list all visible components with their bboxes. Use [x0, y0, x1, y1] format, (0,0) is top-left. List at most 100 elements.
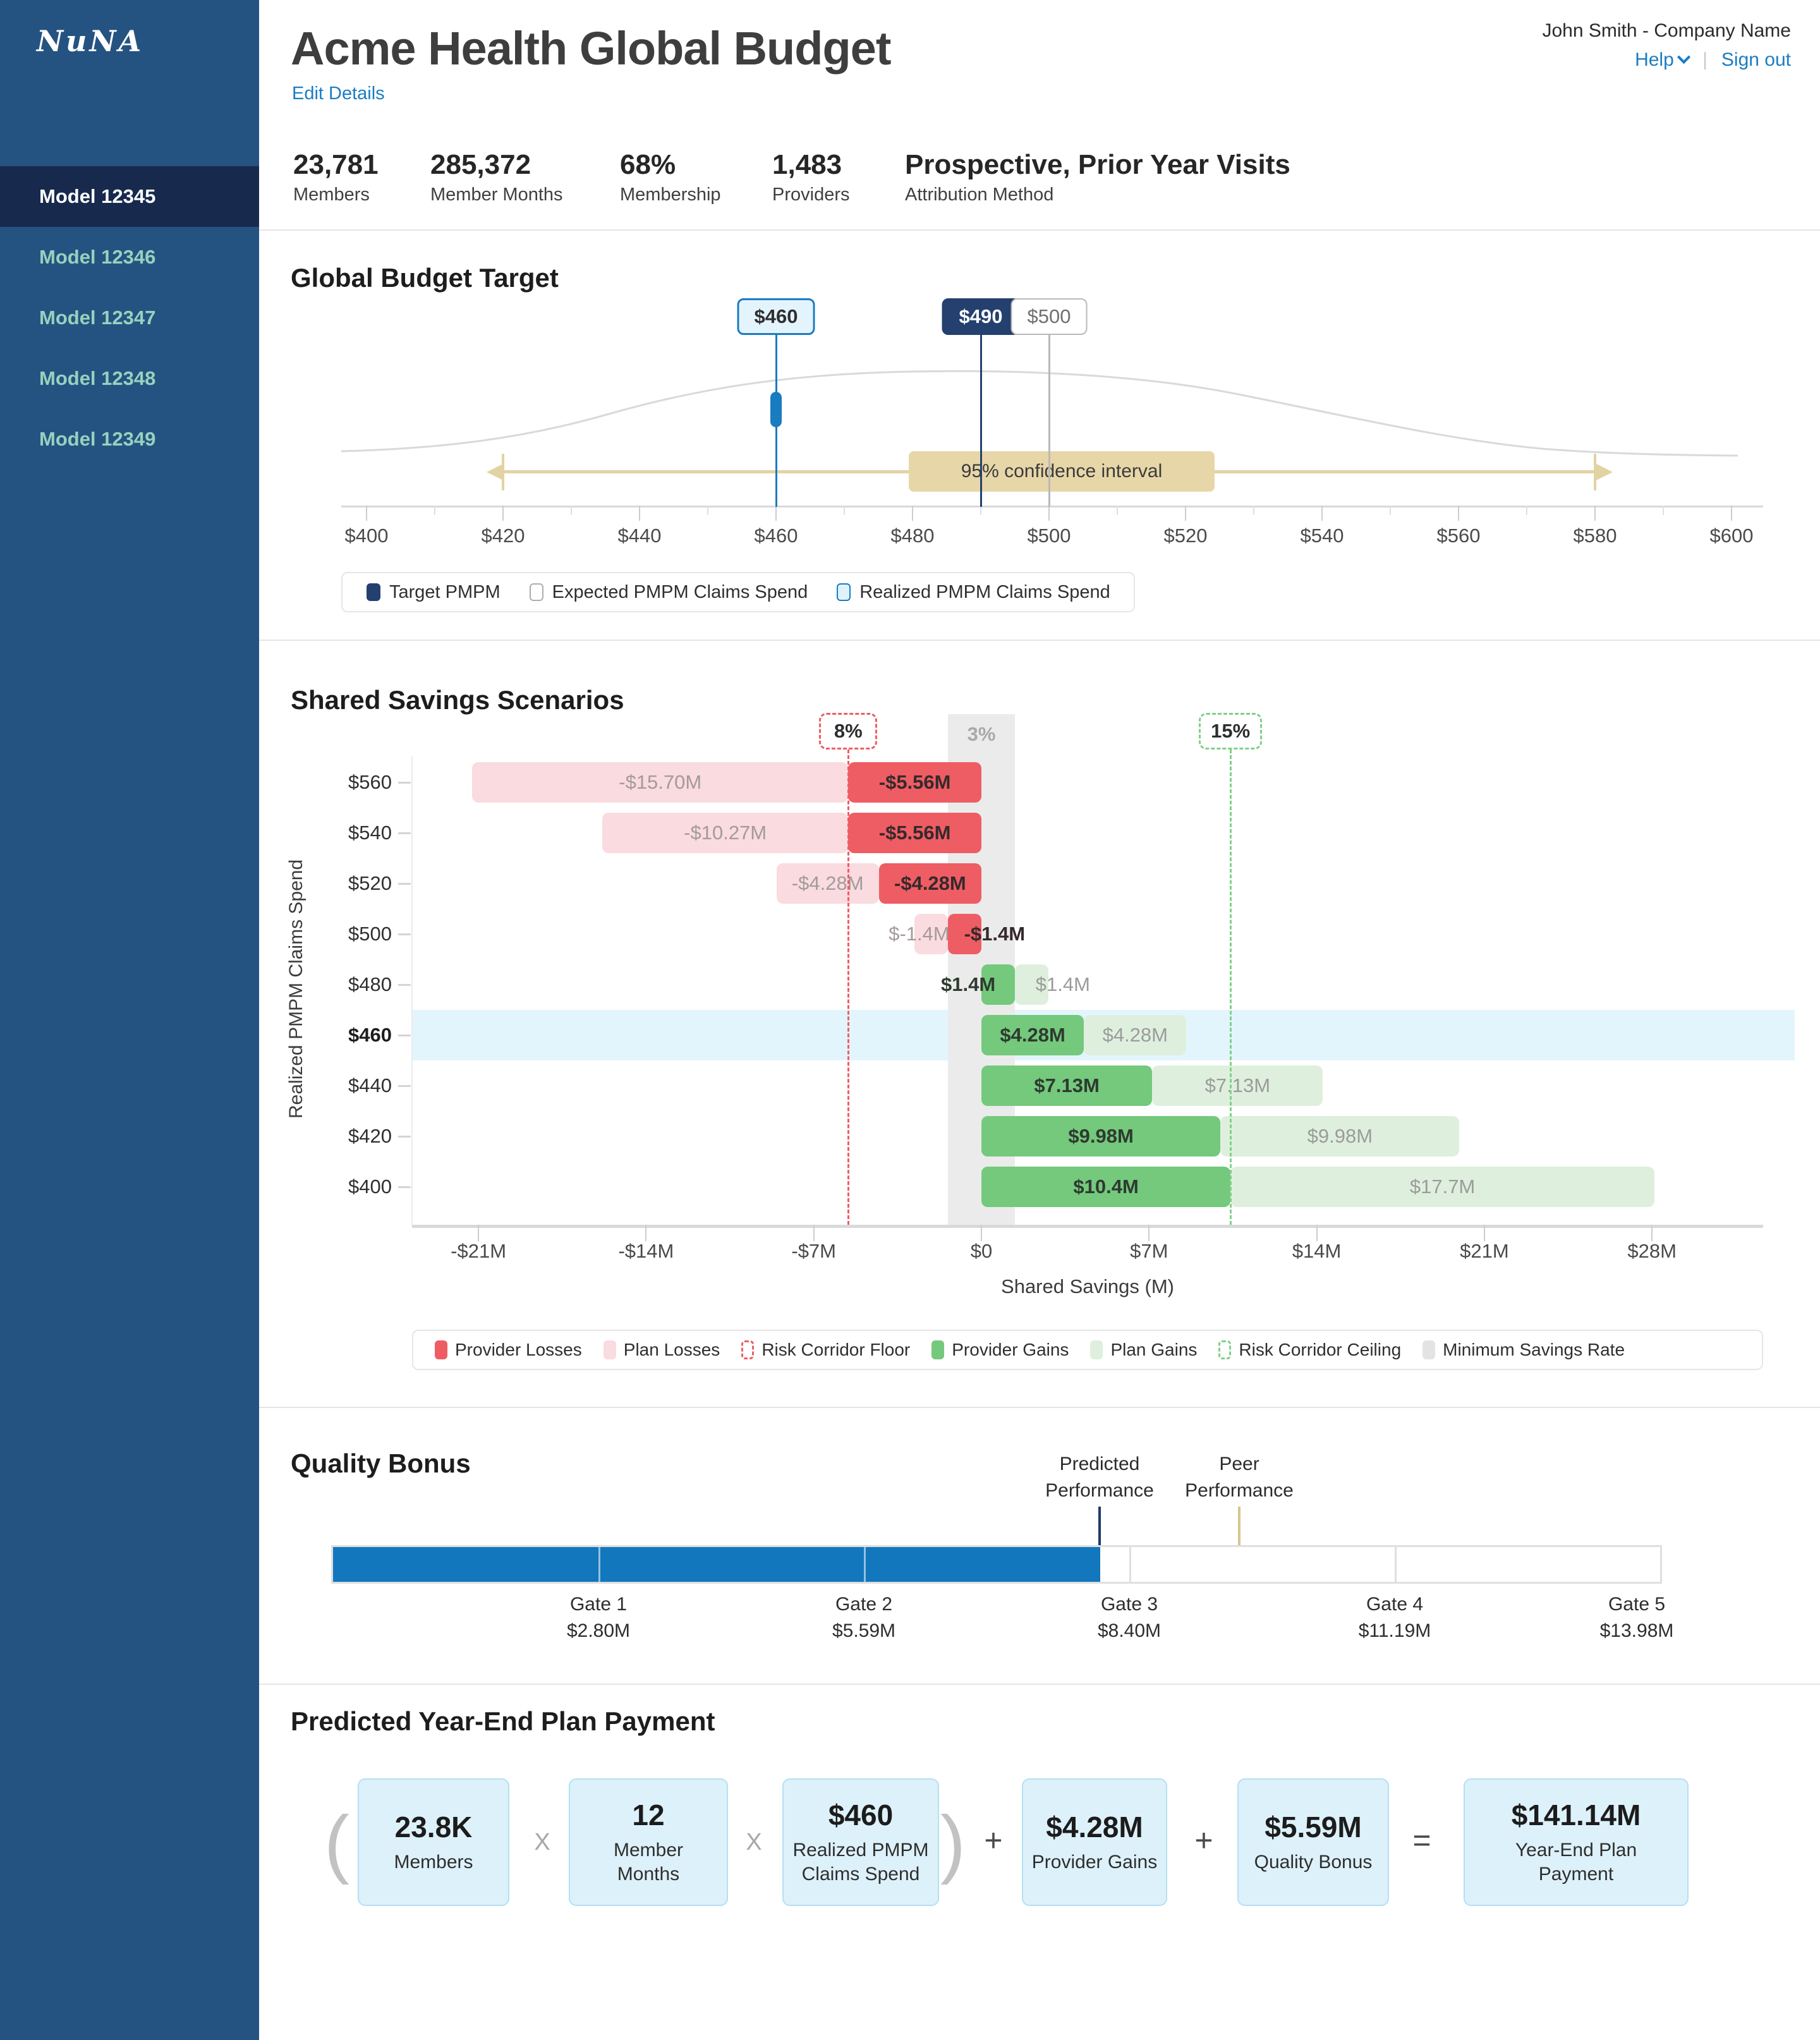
plan-loss-bar: -$10.27M — [602, 813, 849, 853]
provider-gain-bar: $4.28M — [981, 1015, 1084, 1055]
axis-minor-tick — [707, 506, 708, 515]
gate-name-4: Gate 4 — [1366, 1594, 1424, 1615]
legend-label: Minimum Savings Rate — [1443, 1340, 1625, 1359]
divider — [259, 1407, 1820, 1408]
stat-label-membership: Membership — [620, 185, 721, 205]
term-label: Realized PMPM Claims Spend — [792, 1840, 929, 1885]
gate-divider — [1395, 1547, 1397, 1582]
axis-tick — [1458, 506, 1459, 521]
realized-pmpm-badge[interactable]: $460 — [737, 298, 815, 335]
term-box-realized-pmpm-claims-spend: $460 Realized PMPM Claims Spend — [782, 1778, 939, 1906]
sidebar-item-model-12345[interactable]: Model 12345 — [0, 166, 259, 227]
provider-loss-bar: -$4.28M — [878, 863, 981, 904]
term-label: Provider Gains — [1031, 1852, 1158, 1873]
confidence-interval-line — [503, 470, 1595, 473]
axis-tick-label: $500 — [1027, 525, 1071, 547]
divider — [259, 640, 1820, 641]
gate-name-3: Gate 3 — [1100, 1594, 1158, 1615]
y-tick — [398, 1085, 411, 1087]
x-tick — [1316, 1225, 1318, 1241]
target-pmpm-badge: $490 — [942, 298, 1020, 335]
operator-equals: = — [1412, 1823, 1431, 1858]
legend-label: Realized PMPM Claims Spend — [859, 581, 1110, 602]
gate-value-3: $8.40M — [1097, 1620, 1162, 1641]
page-title: Acme Health Global Budget — [291, 22, 891, 75]
axis-tick-label: $520 — [1163, 525, 1208, 547]
sidebar-item-model-12348[interactable]: Model 12348 — [39, 367, 156, 389]
stat-value-member-months: 285,372 — [430, 149, 531, 180]
x-tick-label: $28M — [1627, 1240, 1677, 1262]
axis-tick-label: $420 — [481, 525, 525, 547]
risk-corridor-floor-swatch-icon — [741, 1340, 755, 1359]
operator-multiply: X — [534, 1829, 550, 1855]
legend-item-plan-losses: Plan Losses — [603, 1340, 720, 1360]
user-name: John Smith - Company Name — [1542, 20, 1792, 41]
x-tick — [478, 1225, 480, 1241]
bar-value-label: $7.13M — [1204, 1074, 1271, 1096]
sign-out-link[interactable]: Sign out — [1721, 49, 1791, 70]
term-box-provider-gains: $4.28M Provider Gains — [1022, 1778, 1167, 1906]
bar-value-label: -$1.4M — [964, 923, 1026, 945]
x-tick — [813, 1225, 815, 1241]
term-box-quality-bonus: $5.59M Quality Bonus — [1237, 1778, 1389, 1906]
target-pmpm-swatch-icon — [367, 583, 380, 601]
term-value: $4.28M — [1046, 1811, 1143, 1843]
operator-close-paren: ) — [940, 1800, 966, 1885]
axis-tick — [1048, 506, 1050, 521]
x-tick — [645, 1225, 647, 1241]
legend-label: Plan Losses — [623, 1340, 720, 1359]
operator-open-paren: ( — [324, 1800, 349, 1885]
expected-pmpm-claims-spend-swatch-icon — [529, 583, 543, 601]
confidence-interval-label: 95% confidence interval — [909, 451, 1215, 492]
x-tick-label: -$14M — [618, 1240, 674, 1262]
provider-loss-bar: -$5.56M — [848, 813, 981, 853]
provider-gain-bar: $7.13M — [981, 1066, 1153, 1106]
plan-loss-bar — [914, 914, 948, 954]
bar-value-label: -$4.28M — [894, 872, 966, 894]
divider — [259, 1684, 1820, 1685]
legend-item-provider-losses: Provider Losses — [435, 1340, 582, 1360]
help-link[interactable]: Help — [1635, 49, 1691, 71]
sidebar-item-model-12349[interactable]: Model 12349 — [39, 428, 156, 450]
stat-value-attribution-method: Prospective, Prior Year Visits — [905, 149, 1290, 180]
bar-value-label: $4.28M — [1102, 1024, 1168, 1046]
axis-minor-tick — [1663, 506, 1664, 515]
bar-value-label: $17.7M — [1409, 1175, 1476, 1198]
term-value: $460 — [828, 1799, 894, 1831]
expected-marker-line — [1048, 335, 1050, 507]
axis-minor-tick — [434, 506, 435, 515]
provider-gains-swatch-icon — [931, 1340, 945, 1359]
legend-item-minimum-savings-rate: Minimum Savings Rate — [1423, 1340, 1625, 1360]
axis-tick — [639, 506, 640, 521]
edit-details-link[interactable]: Edit Details — [292, 83, 385, 104]
term-box-members: 23.8K Members — [358, 1778, 509, 1906]
plan-loss-bar: -$15.70M — [472, 762, 849, 803]
legend-item-expected-pmpm-claims-spend: Expected PMPM Claims Spend — [529, 582, 808, 603]
bar-value-label: $1.4M — [1035, 973, 1090, 995]
realized-pmpm-slider-handle[interactable] — [770, 392, 782, 427]
y-tick — [398, 1035, 411, 1036]
sidebar-item-model-12347[interactable]: Model 12347 — [39, 307, 156, 329]
term-value: $5.59M — [1265, 1811, 1362, 1843]
axis-tick — [912, 506, 913, 521]
plan-gain-bar — [1015, 964, 1049, 1005]
axis-minor-tick — [980, 506, 981, 515]
bar-value-label: $10.4M — [1073, 1175, 1139, 1198]
axis-minor-tick — [1253, 506, 1254, 515]
y-axis-title: Realized PMPM Claims Spend — [286, 859, 306, 1119]
legend-label: Risk Corridor Ceiling — [1239, 1340, 1402, 1359]
sidebar-item-model-12346[interactable]: Model 12346 — [39, 246, 156, 268]
term-label: Members — [394, 1852, 473, 1873]
axis-tick — [366, 506, 367, 521]
gate-divider — [864, 1547, 866, 1582]
operator-multiply: X — [746, 1829, 762, 1855]
risk-corridor-ceiling-line — [1230, 750, 1232, 1225]
payment-heading: Predicted Year-End Plan Payment — [291, 1706, 715, 1736]
bar-value-label: -$15.70M — [619, 771, 702, 793]
y-axis — [411, 756, 413, 1226]
gate-divider — [598, 1547, 600, 1582]
legend-label: Target PMPM — [389, 581, 500, 602]
legend-label: Provider Losses — [455, 1340, 582, 1359]
bar-value-label: -$5.56M — [878, 822, 951, 844]
